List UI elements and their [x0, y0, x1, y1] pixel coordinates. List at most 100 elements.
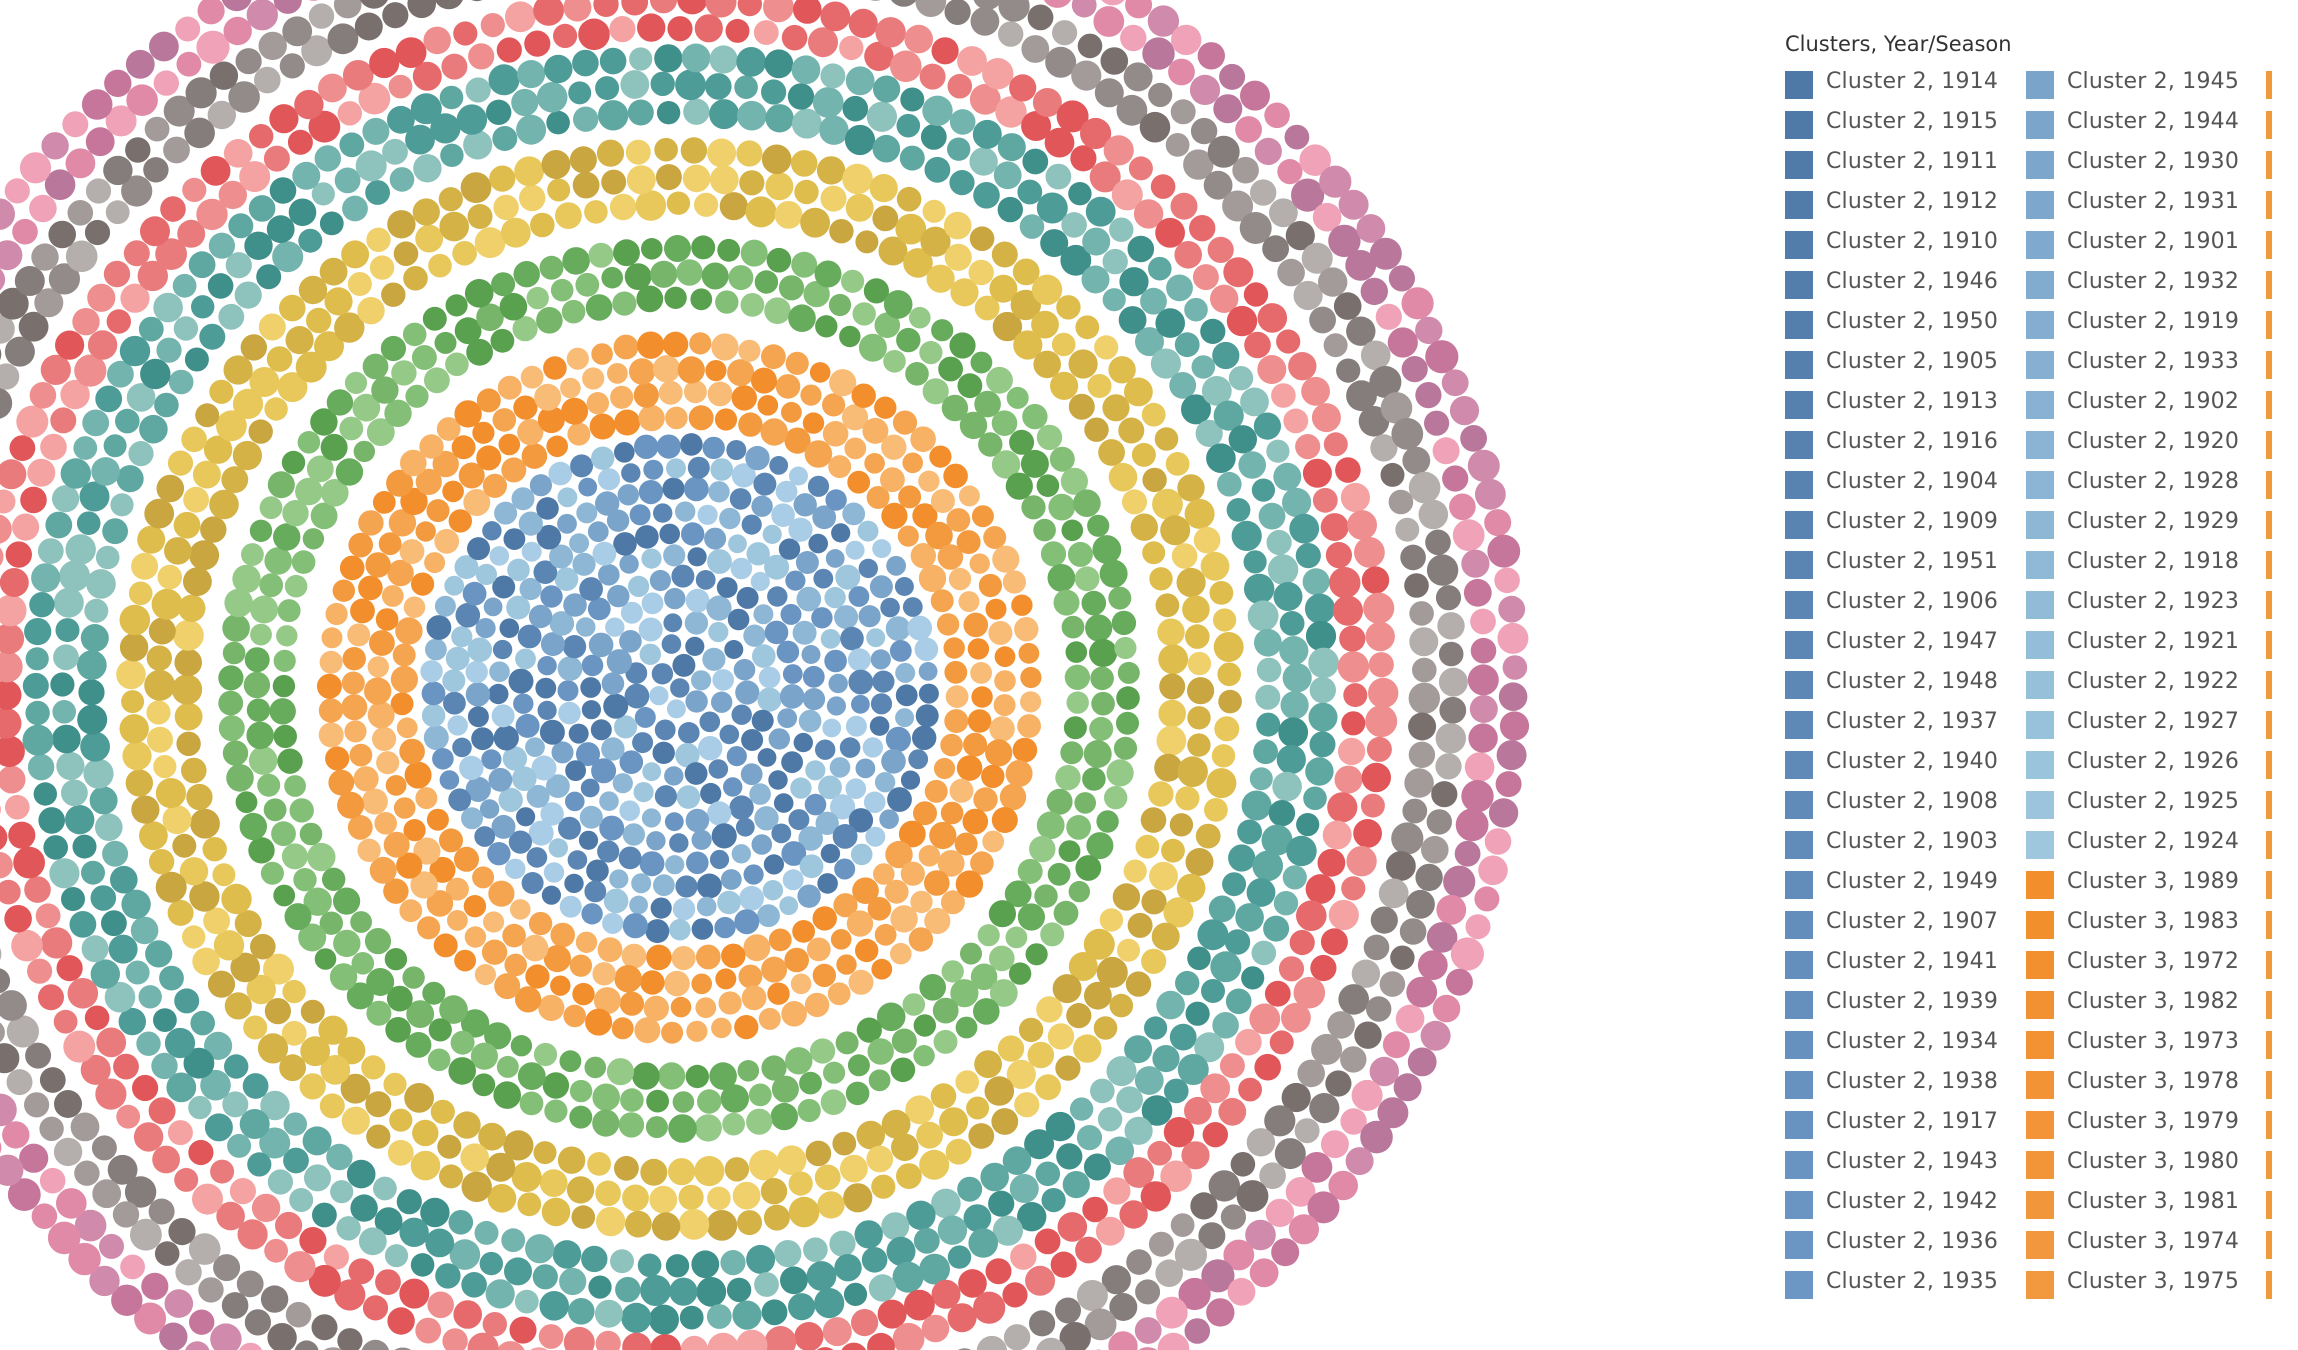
bubble[interactable]	[940, 801, 964, 825]
bubble[interactable]	[1117, 661, 1140, 684]
bubble[interactable]	[947, 1303, 977, 1333]
bubble[interactable]	[820, 185, 847, 212]
bubble[interactable]	[500, 217, 531, 248]
bubble[interactable]	[920, 123, 947, 150]
bubble[interactable]	[362, 1295, 389, 1321]
bubble[interactable]	[1077, 33, 1103, 59]
bubble[interactable]	[1278, 956, 1305, 982]
bubble[interactable]	[1402, 446, 1431, 475]
bubble[interactable]	[646, 831, 666, 851]
bubble[interactable]	[1228, 366, 1254, 391]
bubble[interactable]	[364, 677, 392, 705]
bubble[interactable]	[829, 757, 851, 778]
bubble[interactable]	[597, 937, 623, 963]
bubble[interactable]	[539, 719, 565, 745]
bubble[interactable]	[494, 973, 521, 1000]
bubble[interactable]	[439, 1164, 463, 1189]
bubble[interactable]	[386, 469, 414, 497]
bubble[interactable]	[121, 690, 145, 714]
bubble[interactable]	[181, 757, 207, 784]
bubble[interactable]	[1467, 664, 1499, 696]
bubble[interactable]	[1094, 335, 1119, 360]
bubble[interactable]	[1282, 487, 1312, 518]
bubble[interactable]	[107, 360, 134, 388]
bubble[interactable]	[284, 903, 312, 931]
bubble[interactable]	[1055, 1055, 1081, 1081]
bubble[interactable]	[410, 1150, 441, 1181]
bubble[interactable]	[221, 466, 249, 493]
bubble[interactable]	[472, 1073, 496, 1097]
bubble[interactable]	[164, 1027, 196, 1059]
bubble[interactable]	[282, 979, 306, 1004]
bubble[interactable]	[762, 880, 784, 901]
bubble[interactable]	[1032, 88, 1062, 117]
bubble[interactable]	[640, 1158, 668, 1186]
bubble[interactable]	[172, 619, 204, 651]
bubble[interactable]	[841, 269, 865, 293]
bubble[interactable]	[800, 384, 822, 406]
bubble[interactable]	[403, 266, 428, 291]
bubble[interactable]	[1207, 236, 1234, 263]
bubble[interactable]	[524, 1347, 554, 1350]
bubble[interactable]	[721, 943, 746, 968]
bubble[interactable]	[369, 47, 400, 79]
bubble[interactable]	[60, 458, 91, 489]
bubble[interactable]	[595, 1180, 621, 1207]
bubble[interactable]	[869, 575, 893, 599]
bubble[interactable]	[311, 182, 335, 206]
bubble[interactable]	[489, 546, 510, 566]
bubble[interactable]	[1211, 744, 1236, 768]
bubble[interactable]	[797, 884, 821, 908]
bubble[interactable]	[881, 749, 906, 774]
bubble[interactable]	[633, 782, 654, 803]
bubble[interactable]	[1272, 771, 1302, 802]
bubble[interactable]	[653, 503, 673, 523]
bubble[interactable]	[847, 648, 871, 672]
bubble[interactable]	[62, 111, 89, 138]
bubble[interactable]	[949, 170, 975, 196]
bubble[interactable]	[944, 709, 969, 734]
bubble[interactable]	[1002, 570, 1026, 594]
bubble[interactable]	[562, 247, 590, 275]
bubble[interactable]	[1047, 862, 1071, 886]
bubble[interactable]	[146, 700, 171, 725]
bubble[interactable]	[364, 928, 392, 955]
bubble[interactable]	[0, 489, 16, 514]
bubble[interactable]	[781, 24, 808, 51]
bubble[interactable]	[281, 1020, 307, 1046]
bubble[interactable]	[260, 861, 284, 885]
bubble[interactable]	[581, 700, 602, 720]
bubble[interactable]	[667, 16, 693, 42]
bubble[interactable]	[982, 57, 1014, 90]
bubble[interactable]	[1035, 1161, 1061, 1187]
bubble[interactable]	[671, 564, 695, 588]
bubble[interactable]	[827, 982, 851, 1006]
bubble[interactable]	[622, 823, 645, 846]
bubble[interactable]	[232, 564, 261, 594]
bubble[interactable]	[1276, 744, 1306, 775]
bubble[interactable]	[1019, 214, 1045, 239]
bubble[interactable]	[806, 1261, 837, 1291]
bubble[interactable]	[628, 358, 656, 385]
bubble[interactable]	[1297, 1059, 1325, 1088]
bubble[interactable]	[514, 156, 544, 187]
bubble[interactable]	[369, 856, 397, 884]
bubble[interactable]	[174, 1167, 199, 1192]
bubble[interactable]	[317, 1347, 349, 1350]
bubble[interactable]	[988, 621, 1013, 645]
bubble[interactable]	[297, 431, 321, 454]
bubble[interactable]	[302, 1126, 332, 1156]
bubble[interactable]	[876, 1002, 906, 1032]
bubble[interactable]	[594, 1299, 623, 1328]
bubble[interactable]	[546, 110, 570, 135]
bubble[interactable]	[0, 680, 22, 710]
bubble[interactable]	[676, 259, 703, 286]
bubble[interactable]	[299, 1227, 327, 1255]
bubble[interactable]	[470, 1042, 498, 1070]
bubble[interactable]	[389, 1108, 413, 1132]
bubble[interactable]	[0, 1020, 5, 1045]
bubble[interactable]	[691, 235, 716, 260]
bubble[interactable]	[777, 708, 798, 728]
bubble[interactable]	[691, 829, 712, 850]
bubble[interactable]	[1053, 900, 1079, 926]
